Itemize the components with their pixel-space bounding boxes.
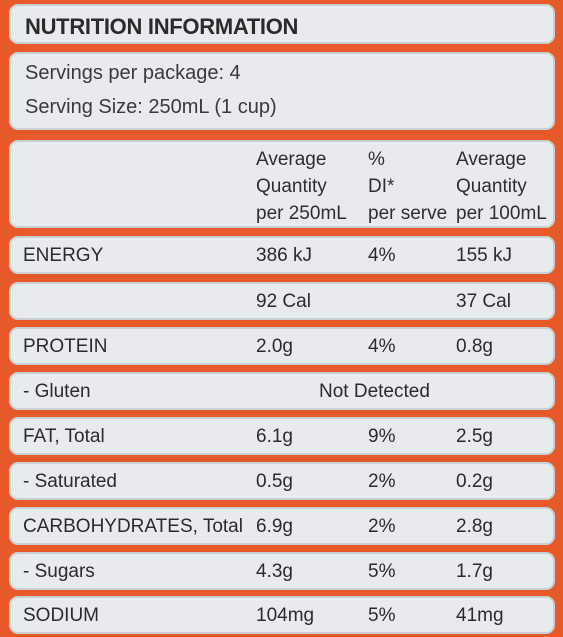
row-di: 9% [368, 426, 396, 447]
serving-size: Serving Size: 250mL (1 cup) [25, 96, 277, 118]
table-row-energy-cal: 92 Cal 37 Cal [9, 282, 555, 320]
row-di: 2% [368, 516, 396, 537]
row-per-100: 1.7g [456, 561, 493, 582]
row-label: ENERGY [23, 245, 104, 266]
row-per-serve: 2.0g [256, 336, 293, 357]
row-span-value: Not Detected [319, 381, 430, 402]
row-per-100: 155 kJ [456, 245, 512, 266]
row-per-100: 41mg [456, 605, 504, 626]
row-label: PROTEIN [23, 336, 108, 357]
table-row-carbohydrates: CARBOHYDRATES, Total 6.9g 2% 2.8g [9, 507, 555, 545]
row-per-100: 0.8g [456, 336, 493, 357]
row-per-100: 2.5g [456, 426, 493, 447]
servings-per-package: Servings per package: 4 [25, 62, 241, 84]
row-label: SODIUM [23, 605, 99, 626]
table-header: Average Quantity per 250mL % DI* per ser… [9, 140, 555, 228]
header-daily-intake: % DI* per serve [368, 149, 448, 224]
row-per-serve: 6.9g [256, 516, 293, 537]
title-panel: NUTRITION INFORMATION [9, 4, 555, 44]
row-per-serve: 92 Cal [256, 291, 311, 312]
row-di: 4% [368, 245, 396, 266]
row-per-serve: 6.1g [256, 426, 293, 447]
row-label: FAT, Total [23, 426, 105, 447]
row-per-serve: 386 kJ [256, 245, 312, 266]
row-di: 4% [368, 336, 396, 357]
row-per-100: 2.8g [456, 516, 493, 537]
servings-panel: Servings per package: 4 Serving Size: 25… [9, 52, 555, 130]
header-avg-per-serve: Average Quantity per 250mL [256, 149, 347, 224]
table-row-energy: ENERGY 386 kJ 4% 155 kJ [9, 236, 555, 274]
table-row-sodium: SODIUM 104mg 5% 41mg [9, 596, 555, 634]
header-avg-per-100: Average Quantity per 100mL [456, 149, 547, 224]
table-row-sugars: - Sugars 4.3g 5% 1.7g [9, 552, 555, 590]
row-per-serve: 104mg [256, 605, 315, 626]
table-row-gluten: - Gluten Not Detected [9, 372, 555, 410]
row-per-serve: 0.5g [256, 471, 293, 492]
row-di: 5% [368, 605, 396, 626]
row-di: 5% [368, 561, 396, 582]
table-row-protein: PROTEIN 2.0g 4% 0.8g [9, 327, 555, 365]
row-per-serve: 4.3g [256, 561, 293, 582]
row-label: CARBOHYDRATES, Total [23, 516, 243, 537]
table-row-fat: FAT, Total 6.1g 9% 2.5g [9, 417, 555, 455]
row-di: 2% [368, 471, 396, 492]
row-per-100: 37 Cal [456, 291, 511, 312]
row-per-100: 0.2g [456, 471, 493, 492]
panel-title: NUTRITION INFORMATION [25, 14, 299, 39]
table-row-saturated: - Saturated 0.5g 2% 0.2g [9, 462, 555, 500]
row-label: - Gluten [23, 381, 91, 402]
row-label: - Sugars [23, 561, 95, 582]
row-label: - Saturated [23, 471, 117, 492]
